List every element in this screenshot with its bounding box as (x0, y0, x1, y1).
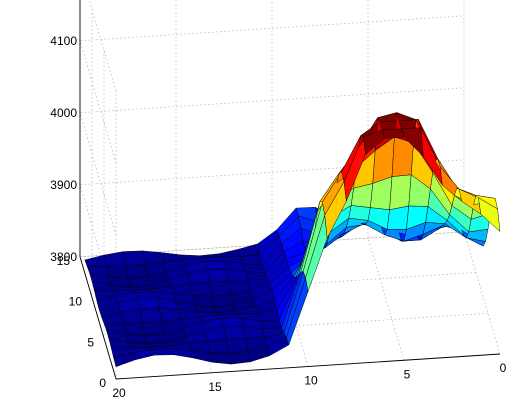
surface-face-17-12 (122, 250, 146, 266)
surface-face-13-9 (206, 268, 230, 283)
surface-face-17-6 (137, 297, 160, 310)
surface-face-14-0 (209, 352, 232, 365)
grid-line-z-4 (88, 0, 117, 92)
surface-face-6-6 (348, 205, 371, 221)
y-axis-line (79, 256, 117, 380)
x-tick-label-2: 10 (304, 374, 318, 388)
y-tick-label-3: 15 (57, 254, 71, 268)
x-tick-label-4: 20 (112, 386, 126, 398)
surface-face-13-3 (221, 317, 244, 327)
surface-face-12-12 (218, 249, 242, 258)
x-tick-label-3: 15 (208, 380, 222, 394)
surface-face-4-5 (389, 174, 412, 210)
surface-face-0-0 (478, 197, 501, 233)
surface-face-11-10 (242, 263, 266, 273)
surface-face-14-1 (206, 338, 230, 354)
surface-face-14-8 (190, 281, 213, 297)
surface-face-11-11 (240, 254, 263, 266)
x-axis-line (115, 353, 501, 380)
z-tick-label-3: 4100 (50, 34, 77, 48)
surface-face-17-11 (125, 264, 148, 279)
surface-face-5-0 (382, 128, 405, 139)
surface-face-13-2 (223, 325, 246, 340)
y-tick-label-1: 5 (87, 335, 94, 349)
surface-face-13-8 (209, 280, 232, 297)
surface-face-16-0 (170, 348, 194, 359)
surface-face-2-7 (422, 222, 446, 235)
x-tick-label-0: 0 (500, 361, 507, 375)
surface-face-17-0 (151, 348, 174, 356)
surface-face-17-5 (139, 307, 162, 324)
y-tick-label-2: 10 (69, 295, 83, 309)
z-tick-label-0: 3800 (50, 250, 77, 264)
z-tick-label-1: 3900 (50, 178, 77, 192)
tick-labels: 0510152005101538003900400041004200 (50, 34, 507, 398)
surface-face-13-0 (228, 351, 251, 365)
surface-face-13-11 (201, 256, 225, 262)
surface-plot (84, 112, 501, 367)
surface-face-18-12 (103, 251, 126, 267)
surface-face-13-10 (204, 260, 227, 270)
y-tick-label-0: 0 (99, 376, 106, 390)
surface-face-17-4 (142, 321, 165, 336)
surface-face-13-1 (226, 337, 249, 354)
surface-face-19-12 (84, 254, 107, 267)
surface-face-17-7 (134, 291, 158, 299)
axis-frame (79, 0, 501, 380)
x-tick-label-1: 5 (404, 367, 411, 381)
surface-face-11-3 (259, 319, 282, 330)
grid-line-x-0 (463, 0, 501, 355)
z-tick-label-2: 4000 (50, 106, 77, 120)
